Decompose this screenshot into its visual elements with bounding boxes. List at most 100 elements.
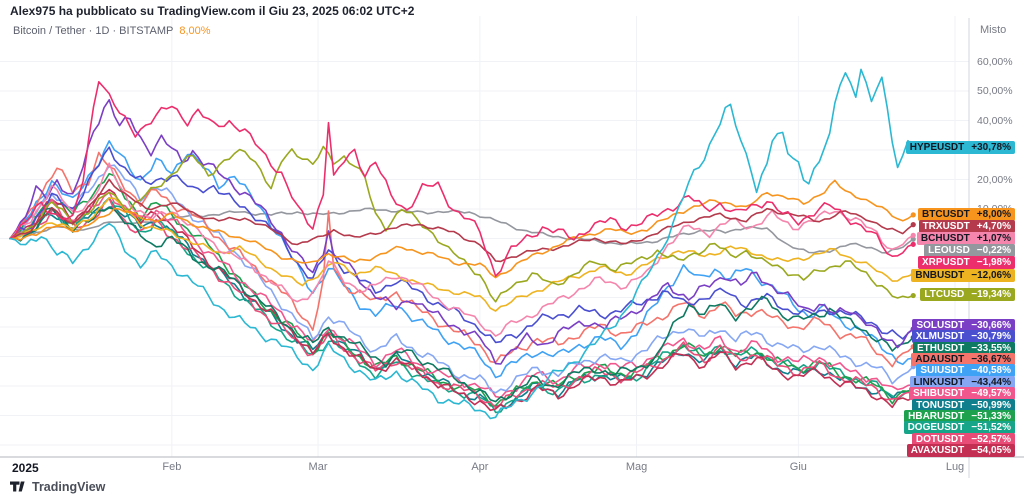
ticker-change: −36,67% [971, 353, 1011, 365]
price-label-btcusdt: BTCUSDT +8,00% [918, 207, 1015, 221]
footer: TradingView [10, 480, 105, 494]
price-label-suiusdt: SUIUSDT −40,58% [916, 363, 1015, 377]
tradingview-logo-icon [10, 481, 25, 492]
price-label-ethusdt: ETHUSDT −33,55% [913, 341, 1015, 355]
series-line-suiusdt [9, 140, 914, 379]
ticker-change: −49,57% [971, 387, 1011, 399]
ticker-change: −51,52% [971, 421, 1011, 433]
price-label-bnbusdt: BNBUSDT −12,06% [911, 268, 1015, 282]
ticker-name: LEOUSD [928, 244, 970, 256]
ticker-change: −19,34% [971, 288, 1011, 300]
ticker-name: LINKUSDT [913, 376, 965, 388]
ticker-name: ETHUSDT [917, 342, 965, 354]
time-tick-label-mag: Mag [625, 461, 648, 473]
brand-name[interactable]: TradingView [32, 480, 106, 494]
series-line-avaxusdt [9, 188, 914, 412]
ticker-name: DOTUSDT [915, 433, 965, 445]
ticker-name: SOLUSDT [916, 319, 965, 331]
ticker-change: −0,22% [976, 244, 1011, 256]
ticker-name: HYPEUSDT [909, 141, 965, 153]
series-line-bnbusdt [9, 197, 914, 312]
price-label-linkusdt: LINKUSDT −43,44% [909, 375, 1015, 389]
ticker-change: −30,66% [971, 319, 1011, 331]
publish-banner: Alex975 ha pubblicato su TradingView.com… [10, 4, 415, 18]
price-label-hbarusdt: HBARUSDT −51,33% [904, 409, 1015, 423]
price-scale-mode-label[interactable]: Misto [980, 24, 1007, 36]
ticker-name: ADAUSDT [915, 353, 965, 365]
price-label-adausdt: ADAUSDT −36,67% [911, 352, 1015, 366]
ticker-change: −40,58% [971, 364, 1011, 376]
ticker-name: TRXUSDT [922, 220, 970, 232]
price-label-trxusdt: TRXUSDT +4,70% [918, 219, 1015, 233]
series-line-hypeusdt [9, 68, 914, 420]
ticker-change: −33,55% [971, 342, 1011, 354]
symbol-change-value: 8,00% [179, 25, 211, 37]
time-tick-label-giu: Giu [789, 461, 807, 473]
price-label-dotusdt: DOTUSDT −52,57% [911, 432, 1015, 446]
series-line-trxusdt [9, 178, 914, 263]
time-tick-label-mar: Mar [308, 461, 328, 473]
price-label-leousd: LEOUSD −0,22% [924, 243, 1015, 257]
price-tick-label: 60,00% [977, 55, 1013, 68]
ticker-name: BCHUSDT [920, 232, 970, 244]
series-end-dot-leousd [910, 236, 916, 242]
ticker-change: +30,78% [971, 141, 1011, 153]
ticker-change: +8,00% [976, 208, 1011, 220]
price-label-dogeusdt: DOGEUSDT −51,52% [903, 420, 1015, 434]
price-tick-label: 50,00% [977, 85, 1013, 97]
ticker-name: SHIBUSDT [913, 387, 965, 399]
series-end-dot-btcusdt [910, 212, 916, 218]
price-label-xlmusdt: XLMUSDT −30,79% [911, 329, 1015, 343]
series-line-dogeusdt [9, 197, 914, 414]
ticker-change: −51,33% [971, 410, 1011, 422]
ticker-name: AVAXUSDT [910, 444, 965, 456]
time-tick-label-2025: 2025 [12, 461, 39, 475]
series-end-dot-trxusdt [910, 222, 916, 228]
ticker-change: −50,99% [971, 399, 1011, 411]
series-line-btcusdt [9, 179, 914, 279]
price-label-ltcusd: LTCUSD −19,34% [920, 287, 1015, 301]
price-label-hypeusdt: HYPEUSDT +30,78% [905, 140, 1015, 154]
ticker-change: +1,07% [976, 232, 1011, 244]
series-line-xlmusdt [9, 146, 914, 344]
ticker-name: HBARUSDT [908, 410, 965, 422]
series-line-xrpusdt [9, 81, 914, 277]
chart-legend[interactable]: Bitcoin / Tether · 1D · BITSTAMP 8,00% [13, 25, 211, 37]
ticker-change: −12,06% [971, 269, 1011, 281]
symbol-title: Bitcoin / Tether · 1D · BITSTAMP [13, 25, 174, 37]
ticker-change: +4,70% [976, 220, 1011, 232]
price-label-solusdt: SOLUSDT −30,66% [912, 318, 1015, 332]
series-end-dot-xrpusdt [910, 241, 916, 247]
ticker-name: DOGEUSDT [907, 421, 965, 433]
ticker-change: −30,79% [971, 330, 1011, 342]
ticker-change: −52,57% [971, 433, 1011, 445]
ticker-name: TONUSDT [916, 399, 965, 411]
ticker-change: −43,44% [971, 376, 1011, 388]
ticker-name: BNBUSDT [915, 269, 965, 281]
time-tick-label-apr: Apr [471, 461, 489, 473]
series-line-solusdt [9, 99, 914, 365]
price-label-bchusdt: BCHUSDT +1,07% [916, 231, 1015, 245]
series-line-ltcusd [9, 145, 914, 303]
ticker-name: XLMUSDT [915, 330, 965, 342]
series-end-dot-bchusdt [910, 232, 916, 238]
ticker-change: −54,05% [971, 444, 1011, 456]
price-label-shibusdt: SHIBUSDT −49,57% [909, 386, 1015, 400]
price-label-tonusdt: TONUSDT −50,99% [912, 398, 1015, 412]
series-line-linkusdt [9, 164, 914, 394]
ticker-name: LTCUSD [924, 288, 965, 300]
ticker-name: SUIUSDT [920, 364, 965, 376]
price-label-avaxusdt: AVAXUSDT −54,05% [906, 443, 1015, 457]
ticker-name: BTCUSDT [922, 208, 970, 220]
ticker-name: XRPUSDT [922, 256, 970, 268]
time-tick-label-feb: Feb [162, 461, 182, 473]
ticker-change: −1,98% [976, 256, 1011, 268]
price-tick-label: 40,00% [977, 114, 1013, 127]
series-line-bchusdt [9, 162, 914, 337]
time-tick-label-lug: Lug [945, 461, 965, 473]
series-end-dot-ltcusd [910, 292, 916, 299]
price-tick-label: 20,00% [977, 173, 1013, 186]
price-label-xrpusdt: XRPUSDT −1,98% [918, 255, 1015, 269]
